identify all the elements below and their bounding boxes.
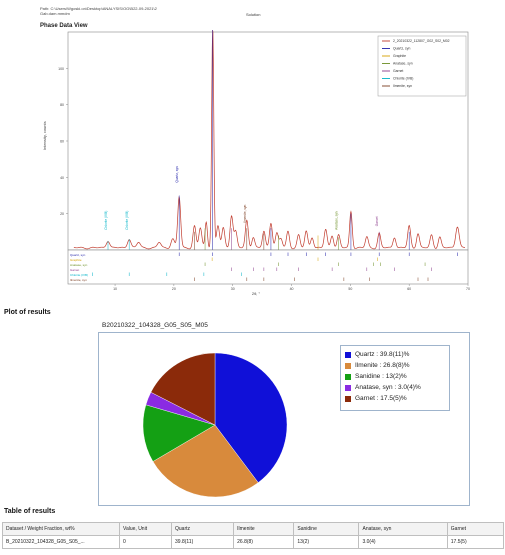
xrd-x-tick-label: 10 bbox=[113, 287, 117, 291]
pie-legend-label: Ilmenite : 26.8(8)% bbox=[355, 362, 410, 369]
xrd-legend-box bbox=[377, 35, 467, 97]
plot-of-results-title: Plot of results bbox=[4, 309, 51, 316]
pie-legend-swatch bbox=[345, 395, 351, 402]
table-header-cell: Ilmenite bbox=[233, 522, 295, 536]
xrd-pattern-chart: 20 40 60 80 100 Intensity, counts Quartz, sy… bbox=[42, 30, 470, 296]
phase-row-label: Garnet bbox=[70, 268, 79, 272]
table-cell: 39.8(11) bbox=[170, 535, 235, 549]
table-of-results-title: Table of results bbox=[4, 508, 56, 515]
table-header-cell: Dataset / Weight Fraction, wt% bbox=[2, 522, 120, 536]
xrd-measured-curve bbox=[73, 30, 466, 250]
xrd-peak-label: Chlorite (IVB) bbox=[104, 211, 108, 230]
table-header-cell: Garnet bbox=[446, 522, 505, 536]
xrd-legend-label: Graphite bbox=[393, 54, 406, 58]
phase-row-label: Graphite bbox=[70, 258, 82, 262]
xrd-x-tick-label: 50 bbox=[348, 287, 352, 291]
results-table-header: Dataset / Weight Fraction, wt% Value, Uni… bbox=[2, 522, 505, 536]
xrd-peak-label: Garnet bbox=[375, 216, 379, 226]
xrd-x-ticks: 10 20 30 40 50 60 70 bbox=[113, 284, 470, 291]
xrd-x-axis-label: 2θ, ° bbox=[252, 291, 261, 296]
xrd-peak-label: Anatase, syn bbox=[335, 211, 339, 230]
xrd-legend-label: Anatase, syn bbox=[393, 62, 413, 66]
solution-label: Solution bbox=[246, 12, 261, 17]
xrd-peak-labels: Quartz, syn Chlorite (IVB) Chlorite (IVB) I… bbox=[104, 166, 379, 230]
xrd-peak-label: Ilmenite, syn bbox=[243, 204, 247, 222]
pie-slice bbox=[142, 404, 216, 462]
phase-row-label: Chlorite (IVB) bbox=[70, 273, 88, 277]
xrd-y-tick-label: 60 bbox=[60, 140, 64, 144]
pie-slices bbox=[142, 352, 288, 498]
xrd-x-tick-label: 30 bbox=[231, 287, 235, 291]
pie-legend-swatch bbox=[345, 373, 351, 380]
table-header-cell: Anatase, syn bbox=[358, 522, 448, 536]
pie-slice bbox=[152, 424, 259, 498]
table-cell: 17.5(5) bbox=[446, 535, 505, 549]
file-path: Path: C:\Users\Wgoski.on\Desktop\ANALYSI… bbox=[40, 6, 260, 16]
pie-legend-swatch bbox=[345, 362, 351, 369]
table-header-cell: Quartz bbox=[170, 522, 235, 536]
pie-legend-swatch bbox=[345, 384, 351, 391]
results-table-body: B_20210322_104328_G05_S05_... 0 39.8(11) 26… bbox=[2, 535, 505, 549]
xrd-legend: 2_20210322_112807_G02_S02_M02 Quartz, syn… bbox=[382, 39, 450, 88]
xrd-x-tick-label: 20 bbox=[172, 287, 176, 291]
xrd-peak-label: Chlorite (IVB) bbox=[125, 211, 129, 230]
pie-legend-item: Ilmenite : 26.8(8)% bbox=[345, 360, 445, 371]
table-cell: B_20210322_104328_G05_S05_... bbox=[2, 535, 120, 549]
pie-chart bbox=[142, 352, 288, 498]
pie-chart-title: B20210322_104328_G05_S05_M05 bbox=[102, 322, 208, 329]
pie-legend-swatch bbox=[345, 351, 351, 358]
xrd-legend-label: 2_20210322_112807_G02_S02_M02 bbox=[393, 39, 450, 43]
xrd-y-ticks: 20 40 60 80 100 bbox=[58, 67, 68, 216]
pie-slice bbox=[214, 352, 288, 483]
table-header-cell: Sanidine bbox=[293, 522, 360, 536]
pie-legend: Quartz : 39.8(11)% Ilmenite : 26.8(8)% San… bbox=[340, 345, 450, 411]
phase-data-view-title: Phase Data View bbox=[40, 23, 88, 29]
xrd-y-tick-label: 40 bbox=[60, 176, 64, 180]
xrd-phase-peaks bbox=[107, 30, 410, 250]
pie-slice bbox=[150, 352, 216, 426]
pie-legend-item: Quartz : 39.8(11)% bbox=[345, 349, 445, 360]
xrd-x-tick-label: 70 bbox=[466, 287, 470, 291]
pie-legend-item: Anatase, syn : 3.0(4)% bbox=[345, 382, 445, 393]
xrd-y-axis-label: Intensity, counts bbox=[42, 121, 47, 150]
pie-legend-label: Quartz : 39.8(11)% bbox=[355, 351, 410, 358]
pie-legend-label: Sanidine : 13(2)% bbox=[355, 373, 407, 380]
xrd-legend-label: Chlorite (IVB) bbox=[393, 77, 413, 81]
phase-row-label: Anatase, syn bbox=[70, 263, 88, 267]
file-path-line-1: Path: C:\Users\Wgoski.on\Desktop\ANALYSI… bbox=[40, 6, 157, 11]
xrd-y-tick-label: 80 bbox=[60, 103, 64, 107]
file-path-line-2: Gab.dam.mmdm bbox=[40, 11, 70, 16]
table-header-cell: Value, Unit bbox=[119, 522, 172, 536]
pie-legend-item: Sanidine : 13(2)% bbox=[345, 371, 445, 382]
xrd-peak-label: Quartz, syn bbox=[175, 166, 179, 183]
xrd-y-tick-label: 20 bbox=[60, 212, 64, 216]
phase-rows-panel bbox=[67, 249, 469, 285]
table-cell: 26.8(8) bbox=[233, 535, 295, 549]
xrd-legend-label: Garnet bbox=[393, 69, 403, 73]
xrd-legend-label: Quartz, syn bbox=[393, 47, 410, 51]
phase-row-label: Ilmenite, syn bbox=[70, 278, 87, 282]
phase-row-label: Quartz, syn bbox=[70, 253, 86, 257]
xrd-legend-label: Ilmenite, syn bbox=[393, 84, 412, 88]
table-cell: 13(2) bbox=[293, 535, 360, 549]
xrd-y-tick-label: 100 bbox=[58, 67, 64, 71]
table-cell: 3.0(4) bbox=[358, 535, 448, 549]
results-table: Dataset / Weight Fraction, wt% Value, Uni… bbox=[2, 522, 505, 549]
pie-legend-label: Garnet : 17.5(5)% bbox=[355, 395, 407, 402]
pie-legend-label: Anatase, syn : 3.0(4)% bbox=[355, 384, 421, 391]
xrd-x-tick-label: 40 bbox=[290, 287, 294, 291]
table-row: B_20210322_104328_G05_S05_... 0 39.8(11) 26… bbox=[2, 535, 505, 549]
table-cell: 0 bbox=[119, 535, 172, 549]
pie-legend-item: Garnet : 17.5(5)% bbox=[345, 393, 445, 404]
xrd-x-tick-label: 60 bbox=[407, 287, 411, 291]
